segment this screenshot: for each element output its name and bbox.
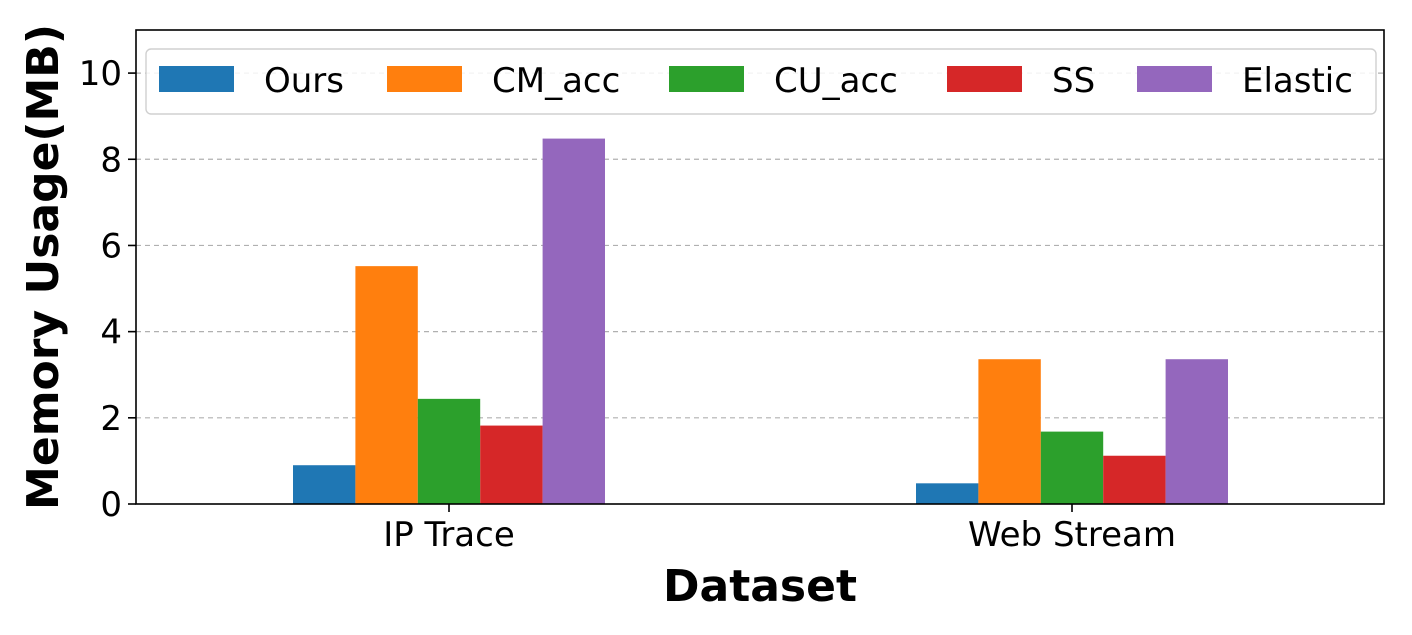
legend-label-elastic: Elastic — [1242, 61, 1353, 101]
x-axis-ticks: IP Trace Web Stream — [383, 504, 1176, 555]
legend-label-cm-acc: CM_acc — [492, 61, 620, 101]
legend-swatch-cm-acc — [387, 66, 462, 92]
legend-frame — [145, 48, 1377, 115]
legend-label-ss: SS — [1052, 61, 1095, 101]
legend-swatch-ours — [159, 66, 234, 92]
bar-ours-ip-trace — [293, 465, 356, 504]
bar-cm-acc-ip-trace — [355, 266, 418, 504]
bar-ours-web-stream — [916, 483, 979, 504]
legend: Ours CM_acc CU_acc SS Elastic — [145, 48, 1377, 115]
bar-ss-ip-trace — [480, 425, 543, 504]
bar-elastic-web-stream — [1165, 359, 1228, 504]
legend-label-cu-acc: CU_acc — [774, 61, 898, 101]
legend-swatch-cu-acc — [669, 66, 744, 92]
y-axis-ticks: 0 2 4 6 8 10 — [79, 54, 136, 525]
plot-frame — [135, 29, 1385, 505]
bar-cu-acc-web-stream — [1040, 431, 1104, 504]
y-tick-label: 6 — [100, 226, 122, 266]
legend-swatch-ss — [947, 66, 1022, 92]
legend-swatch-elastic — [1137, 66, 1212, 92]
y-tick-label: 4 — [100, 313, 122, 353]
y-axis-title: Memory Usage(MB) — [18, 24, 69, 510]
bar-ss-web-stream — [1103, 455, 1166, 504]
legend-label-ours: Ours — [264, 61, 344, 101]
bar-elastic-ip-trace — [542, 138, 605, 504]
x-axis-title: Dataset — [663, 561, 857, 612]
x-tick-label: Web Stream — [968, 515, 1176, 555]
bars — [293, 138, 1228, 504]
y-tick-label: 8 — [100, 140, 122, 180]
x-tick-label: IP Trace — [383, 515, 515, 555]
bar-cm-acc-web-stream — [978, 359, 1041, 504]
y-tick-label: 10 — [79, 54, 122, 94]
y-tick-label: 2 — [100, 399, 122, 439]
bar-cu-acc-ip-trace — [417, 398, 481, 504]
y-tick-label: 0 — [100, 485, 122, 525]
